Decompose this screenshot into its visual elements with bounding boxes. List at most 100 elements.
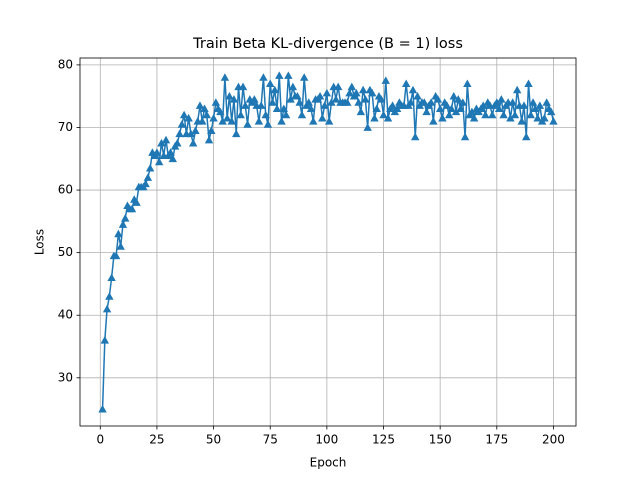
data-marker [542, 98, 551, 106]
data-marker [188, 138, 198, 147]
x-tick-label: 150 [429, 433, 452, 447]
data-marker [508, 98, 517, 106]
data-marker [377, 95, 386, 103]
data-marker [161, 135, 171, 144]
data-marker [268, 98, 277, 106]
data-marker [220, 73, 230, 81]
data-marker [272, 104, 282, 113]
plot-area [98, 71, 558, 413]
data-marker [132, 198, 141, 206]
data-marker [354, 98, 363, 106]
data-marker [343, 98, 352, 106]
data-marker [522, 132, 531, 141]
data-marker [379, 110, 388, 119]
data-marker [438, 113, 447, 122]
data-marker [143, 173, 153, 181]
data-marker [195, 101, 205, 109]
data-marker [186, 129, 196, 138]
data-marker [358, 85, 368, 94]
data-marker [406, 98, 415, 106]
data-marker [363, 123, 372, 131]
data-marker [232, 129, 241, 138]
data-marker [463, 79, 472, 88]
data-marker [127, 204, 137, 213]
data-marker [422, 107, 431, 116]
data-marker [456, 104, 465, 113]
x-tick-label: 175 [485, 433, 508, 447]
data-marker [254, 117, 264, 125]
data-marker [449, 91, 458, 100]
data-marker [175, 129, 184, 138]
data-marker [116, 242, 125, 250]
data-marker [546, 107, 556, 116]
data-marker [238, 82, 248, 91]
data-marker [451, 107, 461, 116]
data-marker [288, 82, 298, 91]
data-marker [519, 101, 529, 109]
data-marker [411, 132, 420, 141]
data-marker [322, 88, 332, 97]
data-marker [218, 117, 227, 125]
data-marker [327, 98, 336, 106]
data-marker [481, 110, 490, 119]
data-marker [207, 126, 216, 134]
y-tick-label: 60 [58, 183, 73, 197]
data-marker [510, 110, 520, 119]
data-marker [114, 229, 123, 238]
data-marker [225, 91, 234, 100]
data-marker [263, 120, 273, 128]
data-marker [318, 113, 327, 122]
data-marker [166, 148, 175, 156]
data-marker [435, 104, 445, 113]
data-marker [524, 79, 533, 88]
data-marker [209, 113, 218, 122]
y-axis-label: Loss [33, 229, 47, 255]
data-marker [259, 73, 268, 81]
data-marker [426, 98, 436, 106]
x-tick-label: 0 [96, 433, 104, 447]
data-marker [105, 292, 114, 300]
data-marker [250, 95, 259, 103]
data-marker [297, 110, 307, 119]
data-marker [494, 104, 504, 113]
data-marker [333, 82, 343, 91]
data-marker [286, 95, 295, 103]
data-marker [179, 110, 189, 119]
data-marker [275, 71, 284, 79]
data-marker [211, 98, 221, 106]
x-tick-label: 75 [263, 433, 278, 447]
data-marker [111, 251, 121, 260]
data-marker [295, 98, 304, 106]
data-marker [413, 91, 422, 100]
y-tick-label: 80 [58, 57, 73, 71]
data-marker [531, 104, 540, 113]
grid [80, 58, 576, 426]
data-marker [198, 117, 207, 125]
data-marker [256, 101, 266, 109]
data-marker [420, 98, 429, 106]
data-marker [401, 79, 411, 88]
data-marker [284, 71, 293, 79]
data-marker [177, 120, 187, 128]
data-marker [540, 113, 549, 122]
data-marker [517, 117, 526, 125]
data-marker [141, 179, 150, 188]
data-marker [173, 138, 182, 147]
data-marker [200, 104, 209, 113]
data-marker [499, 110, 508, 119]
data-marker [277, 117, 286, 125]
data-marker [513, 85, 522, 94]
data-marker [281, 110, 291, 119]
data-marker [488, 110, 497, 119]
data-marker [145, 163, 155, 172]
data-marker [447, 104, 456, 113]
data-marker [184, 113, 193, 122]
x-tick-label: 100 [315, 433, 338, 447]
data-marker [383, 113, 393, 122]
data-marker [460, 132, 470, 141]
data-marker [370, 113, 379, 122]
data-marker [381, 76, 390, 84]
data-marker [204, 135, 214, 144]
data-marker [408, 85, 418, 94]
